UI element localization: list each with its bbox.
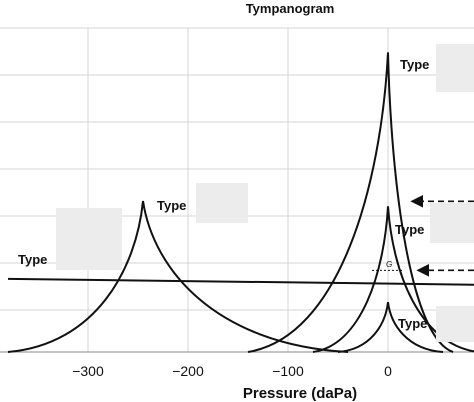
mask-layer	[56, 44, 474, 342]
x-tick-label: −200	[172, 363, 204, 379]
tympanogram-curve-4	[337, 301, 444, 353]
x-tick-label: 0	[384, 363, 392, 379]
tympanogram-curve-1	[247, 52, 454, 353]
arrows-layer	[372, 194, 474, 277]
chart-title: Tympanogram	[246, 1, 335, 16]
x-axis-label: Pressure (daPa)	[243, 385, 357, 402]
masked-answer-box-3	[430, 203, 474, 243]
type-label-3: Type	[395, 222, 424, 237]
tympanogram-curve-2	[7, 200, 349, 353]
x-tick-label: −100	[272, 363, 304, 379]
masked-answer-box-4	[56, 208, 122, 270]
masked-answer-box-2	[196, 183, 248, 223]
labels-layer: Type Type Type Type Type G	[18, 57, 429, 331]
type-label-5: Type	[398, 316, 427, 331]
masked-answer-box-5	[436, 306, 474, 342]
x-tick-label: −300	[72, 363, 104, 379]
type-label-4: Type	[18, 252, 47, 267]
masked-answer-box-1	[436, 44, 474, 92]
ticks-layer: −300 −200 −100 0	[72, 363, 392, 379]
series-layer	[7, 52, 474, 353]
tympanogram-curve-3	[312, 206, 474, 353]
tympanogram-curve-5	[7, 277, 474, 286]
type-label-1: Type	[400, 57, 429, 72]
g-marker-label: G	[386, 260, 392, 269]
type-label-2: Type	[157, 198, 186, 213]
